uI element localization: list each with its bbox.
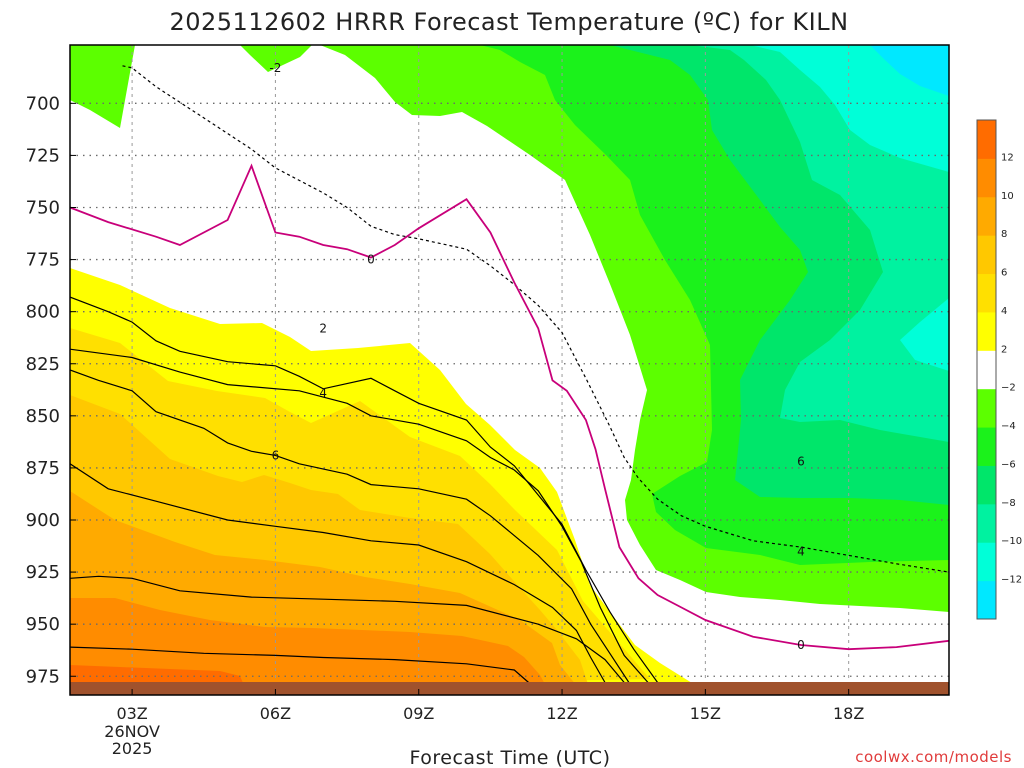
colorbar-tick-label: 6 [1001,268,1007,279]
y-tick-label: 700 [26,93,60,114]
band-minus-10-to-minus-12 [750,45,949,371]
grid-lines [70,45,949,695]
colorbar-swatch [977,350,996,390]
isotherm-4 [70,369,630,683]
colorbar-swatch [977,465,996,505]
isotherm-minus-2 [122,65,949,573]
isotherm-0 [70,348,649,683]
contour-label: 2 [319,321,327,335]
colorbar-tick-label: −4 [1001,421,1016,432]
contour-label: 6 [797,455,805,469]
y-tick-label: 750 [26,198,60,219]
colorbar-swatch [977,158,996,198]
y-tick-label: 850 [26,406,60,427]
x-tick-label: 03Z [116,704,147,723]
colorbar-frame [976,119,997,620]
colorbar-swatch [977,235,996,275]
colorbar-swatch [977,120,996,159]
colorbar-tick-label: 12 [1001,152,1014,163]
y-tick-label: 725 [26,145,60,166]
colorbar-tick-label: 4 [1001,306,1007,317]
chart-title: 2025112602 HRRR Forecast Temperature (ºC… [169,8,848,36]
contour-label: 4 [319,386,327,400]
colorbar-swatch [977,503,996,543]
contour-label: 0 [797,638,805,652]
x-tick-sublabel: 2025 [112,739,153,758]
y-tick-label: 975 [26,666,60,687]
contour-label: -2 [269,61,281,75]
colorbar-tick-label: −2 [1001,383,1016,394]
y-tick-label: 925 [26,562,60,583]
contour-label: 0 [367,253,375,267]
colorbar-tick-label: 10 [1001,191,1014,202]
colorbar-tick-label: 8 [1001,229,1007,240]
colorbar-swatch [977,542,996,582]
colorbar-swatch [977,273,996,313]
plot-frame [69,44,950,696]
colorbar-swatch [977,580,996,620]
isotherm-contours [70,65,949,683]
colorbar-swatch [977,196,996,236]
y-tick-label: 950 [26,614,60,635]
colorbar-swatch [977,427,996,466]
x-tick-label: 12Z [546,704,577,723]
y-tick-label: 825 [26,354,60,375]
y-tick-label: 900 [26,510,60,531]
y-tick-label: 775 [26,250,60,271]
plot-area [70,45,949,695]
contour-labels: -2 0 2 4 6 6 4 0 [269,61,805,652]
colorbar-tick-label: −8 [1001,498,1016,509]
y-axis: 700 725 750 775 800 825 850 875 900 925 950 975 [26,93,76,687]
contour-label: 4 [797,544,805,558]
colorbar-tick-label: −10 [1001,536,1022,547]
freezing-line [70,163,949,651]
colorbar-tick-label: −6 [1001,459,1016,470]
x-axis-label: Forecast Time (UTC) [410,747,611,768]
colorbar-swatch [977,311,996,351]
colorbar-tick-label: 2 [1001,344,1007,355]
colorbar-tick-label: −12 [1001,575,1022,586]
colorbar-swatch [977,388,996,428]
x-tick-label: 09Z [403,704,434,723]
colorbar: 12 10 8 6 4 2 −2 −4 −6 −8 −10 −12 [976,119,1022,620]
x-tick-label: 15Z [690,704,721,723]
band-10-to-12 [70,598,548,690]
y-tick-label: 875 [26,458,60,479]
y-tick-label: 800 [26,302,60,323]
isotherm-8 [70,575,625,683]
ground-layer [70,682,949,695]
x-tick-label: 18Z [833,704,864,723]
credit-link[interactable]: coolwx.com/models [855,748,1012,766]
x-tick-label: 06Z [260,704,291,723]
band-minus-12-to-minus-14 [870,45,949,96]
x-tick-sublabel: 26NOV [104,722,160,741]
isotherm-10 [70,646,529,683]
isotherm-6 [70,463,606,683]
contour-label: 6 [272,448,280,462]
